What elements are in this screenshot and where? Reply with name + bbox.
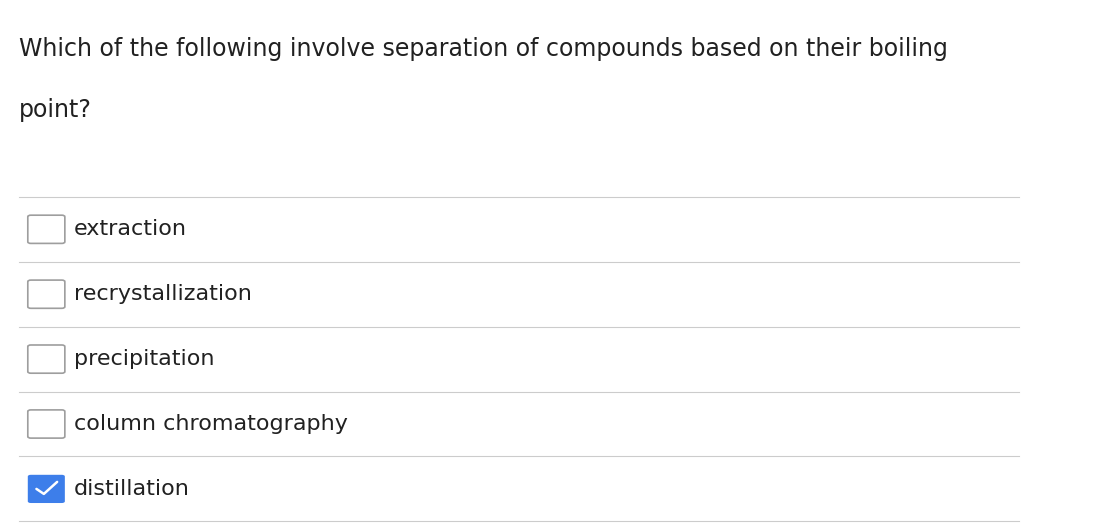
Text: recrystallization: recrystallization — [75, 284, 252, 304]
Text: column chromatography: column chromatography — [75, 414, 348, 434]
Text: extraction: extraction — [75, 219, 187, 239]
Text: distillation: distillation — [75, 479, 190, 499]
Text: point?: point? — [19, 98, 91, 122]
FancyBboxPatch shape — [28, 345, 64, 373]
FancyBboxPatch shape — [28, 215, 64, 244]
FancyBboxPatch shape — [28, 475, 64, 503]
Text: precipitation: precipitation — [75, 349, 215, 369]
FancyBboxPatch shape — [28, 280, 64, 309]
Text: Which of the following involve separation of compounds based on their boiling: Which of the following involve separatio… — [19, 37, 947, 61]
FancyBboxPatch shape — [28, 410, 64, 438]
